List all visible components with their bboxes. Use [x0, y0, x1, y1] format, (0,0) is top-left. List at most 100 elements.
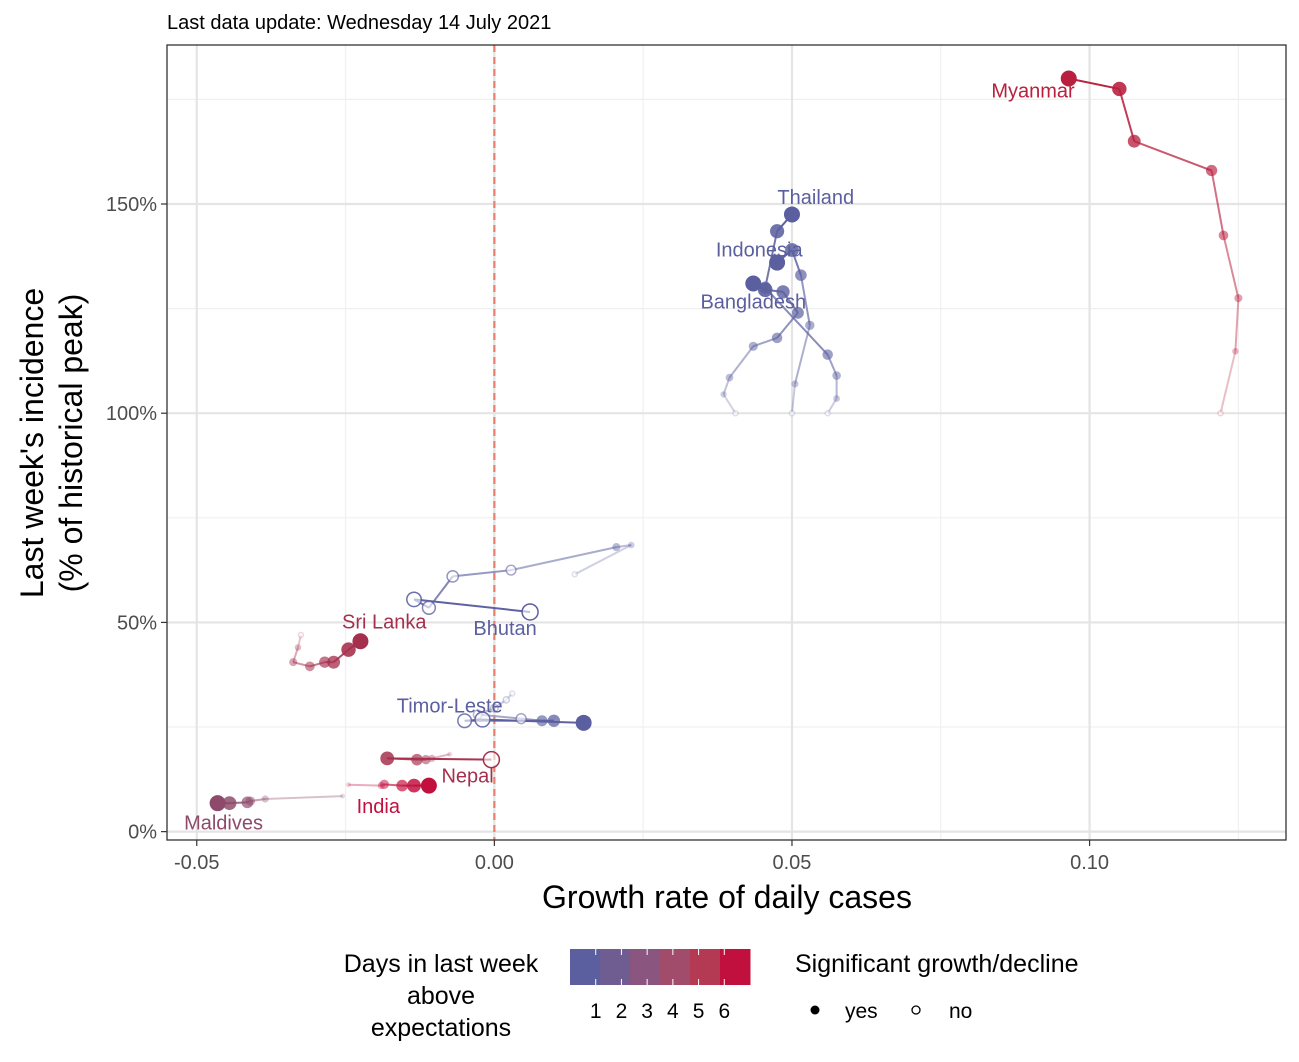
data-point [289, 658, 298, 667]
data-point [457, 713, 473, 729]
data-point [294, 644, 302, 651]
trail-segment [1222, 235, 1240, 299]
trail-segment [348, 783, 382, 787]
x-tick-label: 0.10 [1070, 852, 1109, 874]
y-tick-label: 100% [106, 403, 157, 425]
x-axis-label: Growth rate of daily cases [542, 879, 912, 915]
data-point [297, 631, 305, 639]
trail-segment [793, 325, 811, 385]
data-point [521, 603, 539, 621]
shape-legend-filled-icon [810, 1005, 820, 1015]
data-point [341, 642, 356, 657]
country-label: Thailand [777, 187, 854, 209]
country-label: Sri Lanka [342, 612, 427, 634]
data-point [421, 754, 431, 765]
data-point [241, 796, 254, 809]
trail-segment [1068, 77, 1120, 90]
data-point [1234, 294, 1243, 303]
trail-segment [452, 569, 512, 578]
colorbar-segment [600, 949, 631, 985]
series-thailand: Thailand [759, 187, 854, 417]
data-point [505, 564, 517, 576]
series-sri-lanka: Sri Lanka [289, 612, 427, 672]
data-point [771, 332, 783, 344]
data-point [1232, 347, 1239, 355]
data-point [447, 751, 453, 757]
data-point [222, 796, 237, 811]
shape-legend-label: no [949, 1000, 972, 1023]
country-label: Bangladesh [700, 292, 806, 314]
data-point [380, 751, 395, 766]
data-point [776, 285, 790, 299]
data-point [832, 371, 841, 380]
data-point [785, 243, 799, 257]
colorbar-label: 1 [590, 1000, 602, 1023]
data-point [788, 409, 796, 417]
data-point [783, 206, 800, 223]
series-timor-leste: Timor-Leste [397, 690, 592, 731]
color-legend-title-line2: above [407, 982, 475, 1010]
colorbar-segment [630, 949, 661, 985]
trail-segment [1118, 88, 1136, 142]
y-tick-label: 50% [117, 612, 157, 634]
series-maldives: Maldives [184, 793, 346, 835]
country-label: Timor-Leste [397, 695, 503, 717]
country-label: India [357, 796, 401, 818]
data-point [833, 395, 841, 402]
data-point [482, 750, 501, 769]
data-point [791, 306, 804, 319]
country-label: Nepal [441, 765, 493, 787]
data-point [1218, 230, 1229, 241]
series-nepal: Nepal [380, 750, 501, 787]
data-point [1217, 409, 1224, 417]
colorbar-label: 3 [641, 1000, 653, 1023]
data-point [805, 320, 815, 331]
plot-border [166, 44, 1287, 841]
data-point [379, 779, 389, 790]
data-point [612, 543, 621, 552]
shape-legend-title: Significant growth/decline [795, 950, 1079, 978]
y-tick-label: 0% [128, 822, 157, 844]
data-point [319, 656, 331, 668]
series-india: India [346, 777, 437, 818]
trail-segment [413, 598, 531, 613]
data-point [420, 777, 437, 794]
chart-subtitle: Last data update: Wednesday 14 July 2021 [167, 12, 551, 34]
country-label: Bhutan [473, 618, 536, 640]
colorbar-label: 4 [667, 1000, 679, 1023]
data-point [725, 373, 734, 382]
data-point [411, 753, 423, 766]
data-point [508, 690, 516, 697]
trail-segment [574, 544, 632, 576]
color-legend-title-line3: expectations [371, 1014, 511, 1042]
data-point [547, 714, 561, 727]
series-bangladesh: Bangladesh [700, 275, 806, 417]
plot-area: -0.05 0.00 0.05 0.10 0% 50% 100% 150% Myanmar Tha… [106, 44, 1287, 874]
data-point [406, 591, 422, 608]
data-point [745, 275, 762, 292]
colorbar-segment [660, 949, 691, 985]
data-point [489, 703, 499, 713]
data-point [340, 793, 346, 799]
trail-segment [1133, 140, 1212, 172]
trail-segment [799, 274, 811, 326]
colorbar-label: 6 [718, 1000, 730, 1023]
trail-segment [616, 544, 632, 549]
trail-segment [1234, 298, 1240, 352]
data-point [824, 409, 831, 417]
data-point [502, 695, 511, 704]
data-point [757, 282, 773, 298]
trail-segment [1210, 170, 1225, 236]
data-point [732, 409, 739, 417]
data-point [791, 380, 799, 388]
x-tick-label: -0.05 [174, 852, 220, 874]
x-tick-label: 0.05 [773, 852, 812, 874]
trail-segment [510, 546, 617, 572]
trail-segment [722, 393, 737, 414]
data-point [720, 391, 727, 398]
trail-segment [292, 647, 299, 663]
colorbar-label: 2 [616, 1000, 628, 1023]
trail-segment [1219, 351, 1237, 414]
series-myanmar: Myanmar [991, 70, 1243, 417]
